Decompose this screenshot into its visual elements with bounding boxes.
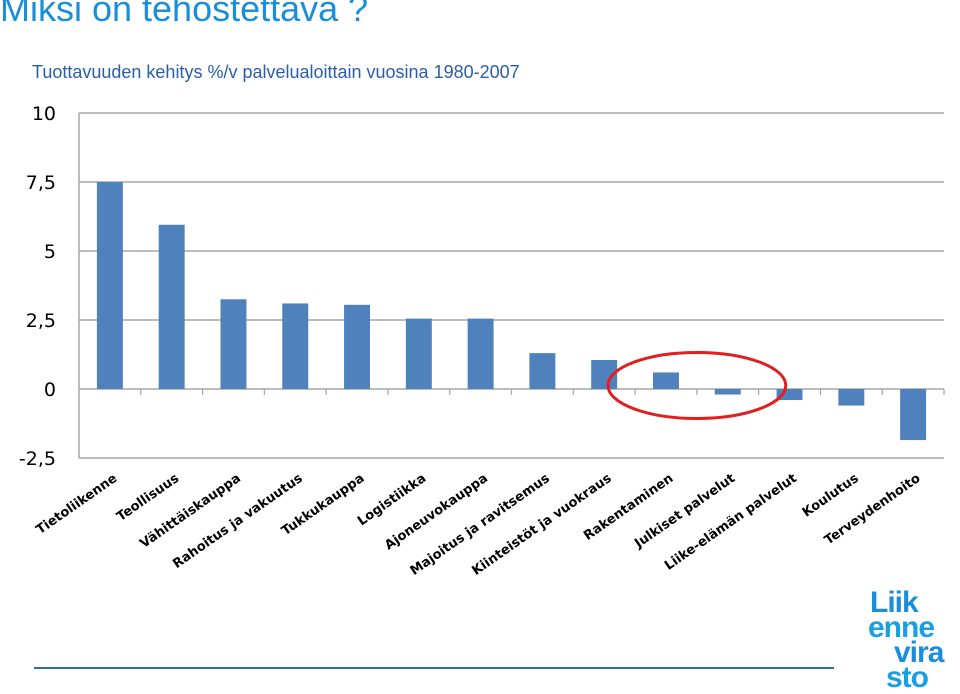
bar: [405, 318, 432, 389]
bar: [344, 304, 371, 389]
x-category-label: Tietoliikenne: [34, 471, 121, 538]
y-tick-label: 5: [44, 241, 56, 263]
x-category-label: Koulutus: [800, 471, 862, 521]
slide-subtitle: Tuottavuuden kehitys %/v palvelualoittai…: [32, 62, 520, 82]
x-category-label: Vähittäiskauppa: [137, 471, 243, 552]
footer-divider: [34, 667, 834, 669]
bar: [714, 389, 741, 395]
bar: [96, 182, 123, 389]
bar: [529, 353, 556, 389]
bar: [158, 224, 185, 389]
x-category-label: Julkiset palvelut: [631, 471, 738, 552]
logo-line-2: enne: [868, 611, 935, 644]
bar: [838, 389, 865, 406]
y-tick-label: 7,5: [26, 172, 56, 194]
bar: [776, 389, 803, 401]
y-tick-label: 0: [44, 379, 56, 401]
y-tick-label: -2,5: [19, 448, 56, 470]
slide-title: Miksi on tehostettava ?: [0, 0, 369, 29]
y-tick-label: 2,5: [26, 310, 56, 332]
highlight-ellipse: [606, 350, 788, 421]
logo-line-4: sto: [886, 661, 929, 694]
bar: [652, 372, 679, 389]
bar: [282, 303, 309, 389]
liikennevirasto-logo: Liik enne vira sto: [866, 586, 958, 694]
logo-line-3: vira: [894, 636, 944, 669]
x-category-label: Ajoneuvokauppa: [382, 471, 491, 553]
bar: [467, 318, 494, 389]
y-tick-label: 10: [32, 103, 56, 125]
bar: [900, 389, 927, 441]
logo-line-1: Liik: [870, 586, 919, 619]
bar: [220, 299, 247, 389]
